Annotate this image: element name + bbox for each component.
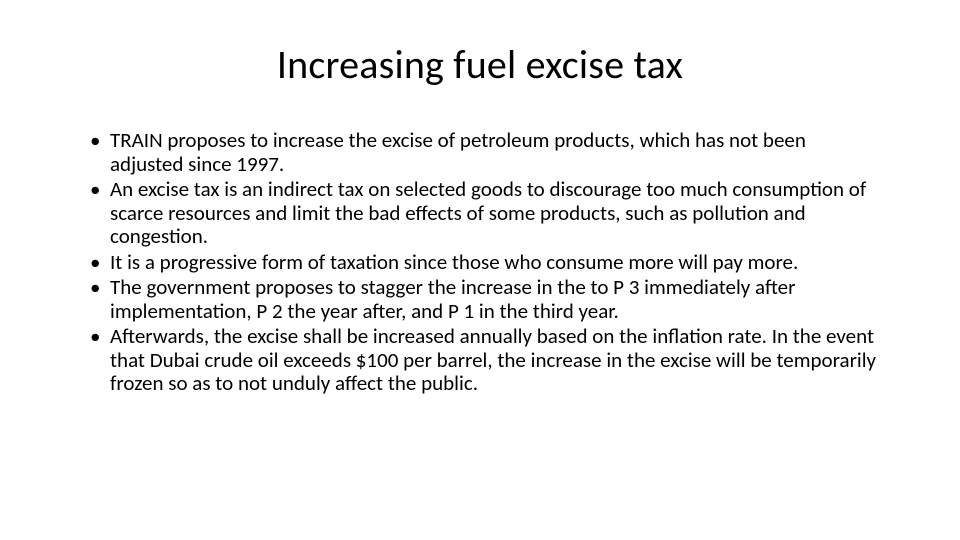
bullet-list: TRAIN proposes to increase the excise of… xyxy=(90,129,880,396)
slide-title: Increasing fuel excise tax xyxy=(70,40,890,89)
bullet-item: TRAIN proposes to increase the excise of… xyxy=(90,129,880,176)
slide-container: Increasing fuel excise tax TRAIN propose… xyxy=(0,0,960,540)
bullet-item: An excise tax is an indirect tax on sele… xyxy=(90,178,880,249)
bullet-item: The government proposes to stagger the i… xyxy=(90,276,880,323)
bullet-item: It is a progressive form of taxation sin… xyxy=(90,251,880,275)
bullet-item: Afterwards, the excise shall be increase… xyxy=(90,325,880,396)
